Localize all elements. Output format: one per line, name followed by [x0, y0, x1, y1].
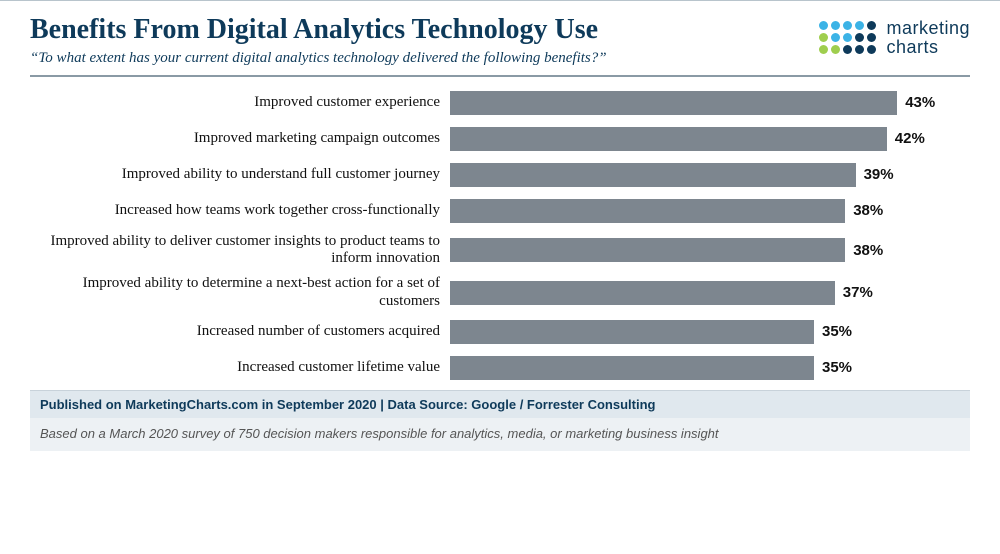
title-block: Benefits From Digital Analytics Technolo…	[30, 15, 819, 67]
logo-text: marketing charts	[886, 19, 970, 57]
bar	[450, 320, 814, 344]
logo-dot-icon	[831, 33, 840, 42]
bar-row: Increased number of customers acquired 35…	[30, 318, 970, 346]
bar-row: Increased customer lifetime value 35%	[30, 354, 970, 382]
bar-label: Improved ability to deliver customer ins…	[30, 233, 450, 268]
chart-subtitle: “To what extent has your current digital…	[30, 50, 819, 67]
bar-area: 38%	[450, 197, 970, 225]
bar-area: 35%	[450, 318, 970, 346]
bar-row: Improved ability to determine a next-bes…	[30, 275, 970, 310]
footnote: Based on a March 2020 survey of 750 deci…	[30, 418, 970, 451]
logo-dot-icon	[819, 21, 828, 30]
bar-row: Improved ability to deliver customer ins…	[30, 233, 970, 268]
logo-dot-icon	[843, 21, 852, 30]
bar	[450, 199, 845, 223]
bar-value: 39%	[864, 166, 894, 183]
bar	[450, 127, 887, 151]
logo-dot-icon	[819, 45, 828, 54]
published-line: Published on MarketingCharts.com in Sept…	[30, 390, 970, 418]
bar-label: Increased customer lifetime value	[30, 359, 450, 376]
bar-label: Improved ability to determine a next-bes…	[30, 275, 450, 310]
bar-row: Increased how teams work together cross-…	[30, 197, 970, 225]
logo-dot-icon	[831, 45, 840, 54]
bar-chart: Improved customer experience43%Improved …	[30, 89, 970, 382]
logo-dot-icon	[867, 21, 876, 30]
bar-area: 39%	[450, 161, 970, 189]
bar-label: Improved marketing campaign outcomes	[30, 130, 450, 147]
bar	[450, 91, 897, 115]
logo-dot-icon	[867, 45, 876, 54]
bar-label: Increased how teams work together cross-…	[30, 202, 450, 219]
bar	[450, 238, 845, 262]
logo-dot-icon	[855, 21, 864, 30]
bar-area: 35%	[450, 354, 970, 382]
bar	[450, 356, 814, 380]
logo-dot-icon	[819, 33, 828, 42]
bar-area: 43%	[450, 89, 970, 117]
logo-dot-icon	[867, 33, 876, 42]
logo-dot-icon	[843, 33, 852, 42]
bar-value: 37%	[843, 284, 873, 301]
bar-row: Improved customer experience 43%	[30, 89, 970, 117]
bar-area: 42%	[450, 125, 970, 153]
logo-dot-icon	[831, 21, 840, 30]
bar-label: Improved ability to understand full cust…	[30, 166, 450, 183]
chart-title: Benefits From Digital Analytics Technolo…	[30, 15, 819, 46]
bar-row: Improved ability to understand full cust…	[30, 161, 970, 189]
brand-logo: marketing charts	[819, 15, 970, 57]
logo-dots-icon	[819, 21, 876, 54]
bar-label: Increased number of customers acquired	[30, 323, 450, 340]
bar-row: Improved marketing campaign outcomes 42%	[30, 125, 970, 153]
logo-dot-icon	[855, 33, 864, 42]
logo-dot-icon	[855, 45, 864, 54]
bar-value: 42%	[895, 130, 925, 147]
bar-value: 35%	[822, 323, 852, 340]
bar	[450, 163, 856, 187]
chart-container: Benefits From Digital Analytics Technolo…	[0, 0, 1000, 451]
bar-area: 37%	[450, 279, 970, 307]
bar-value: 35%	[822, 359, 852, 376]
bar	[450, 281, 835, 305]
bar-value: 43%	[905, 94, 935, 111]
bar-value: 38%	[853, 202, 883, 219]
header: Benefits From Digital Analytics Technolo…	[30, 15, 970, 77]
bar-label: Improved customer experience	[30, 94, 450, 111]
bar-value: 38%	[853, 242, 883, 259]
logo-dot-icon	[843, 45, 852, 54]
bar-area: 38%	[450, 236, 970, 264]
